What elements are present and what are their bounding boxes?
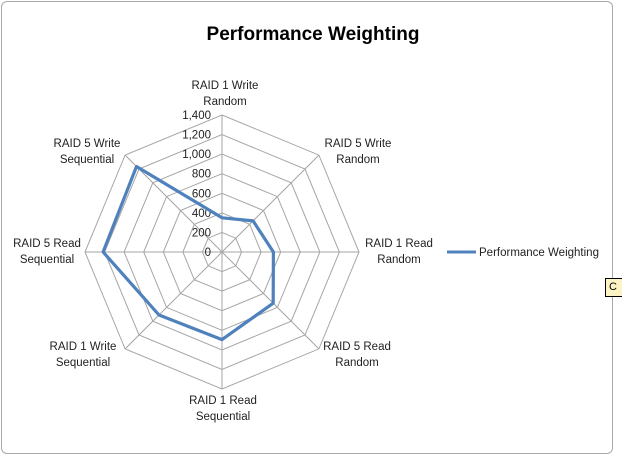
- category-label: RAID 1 Read Random: [365, 238, 433, 266]
- category-label: RAID 5 Write Random: [325, 138, 392, 166]
- axis-spoke: [221, 251, 320, 350]
- series-line-performance-weighting[interactable]: [101, 164, 275, 342]
- chart-legend[interactable]: Performance Weighting: [447, 247, 599, 259]
- value-axis-tick: 1,400: [182, 110, 211, 122]
- category-axis-labels: RAID 1 Write Random RAID 5 Write Random RAID…: [13, 80, 433, 423]
- category-label: RAID 5 Read Random: [323, 341, 391, 369]
- clipboard-options-button[interactable]: C: [605, 278, 622, 297]
- axis-spoke: [124, 154, 223, 253]
- chart-title[interactable]: Performance Weighting: [207, 24, 420, 45]
- category-label: RAID 5 Read Sequential: [13, 238, 81, 266]
- value-axis-tick: 1,200: [182, 130, 211, 142]
- category-label: RAID 1 Read Sequential: [189, 395, 257, 423]
- axis-spoke: [221, 154, 320, 253]
- value-axis-tick: 0: [205, 247, 211, 259]
- category-label: RAID 1 Write Random: [192, 80, 259, 108]
- value-axis-tick-labels: 0 200 400 600 800 1,000 1,200 1,400: [182, 110, 211, 259]
- category-label: RAID 1 Write Sequential: [50, 341, 117, 369]
- radar-axis-spokes: [85, 115, 359, 389]
- value-axis-tick: 200: [192, 227, 211, 239]
- value-axis-tick: 600: [192, 188, 211, 200]
- axis-spoke: [124, 251, 223, 350]
- value-axis-tick: 800: [192, 169, 211, 181]
- category-label: RAID 5 Write Sequential: [54, 138, 121, 166]
- legend-label: Performance Weighting: [479, 247, 599, 259]
- clipboard-options-label: C: [609, 281, 617, 293]
- value-axis-tick: 400: [192, 208, 211, 220]
- value-axis-tick: 1,000: [182, 149, 211, 161]
- chart-area-frame[interactable]: [1, 1, 613, 454]
